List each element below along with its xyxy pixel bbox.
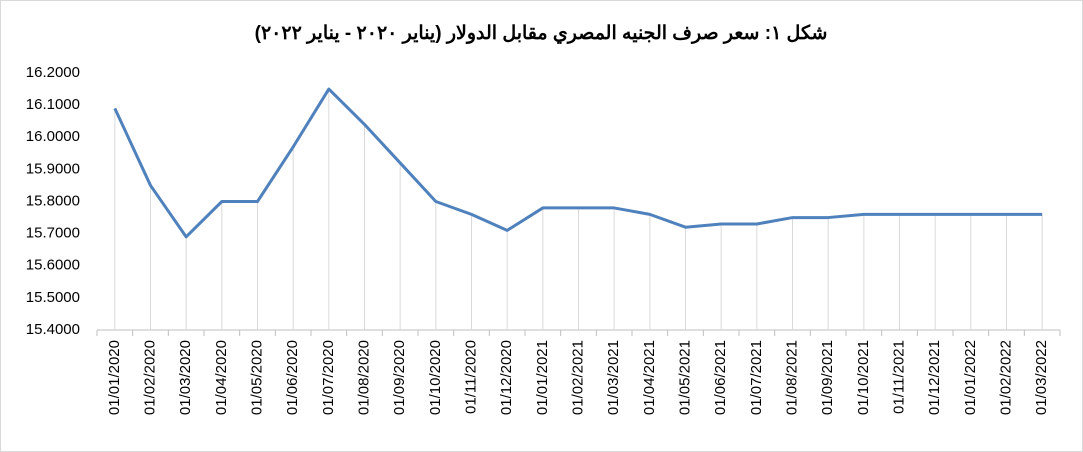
x-tick-label: 01/09/2020 [391,340,408,415]
x-tick-label: 01/01/2021 [534,340,551,415]
y-tick-label: 15.7000 [26,225,80,242]
y-tick-label: 15.5000 [26,289,80,306]
x-tick-label: 01/03/2021 [605,340,622,415]
x-tick-label: 01/05/2020 [248,340,265,415]
x-tick-label: 01/02/2022 [997,340,1014,415]
x-tick-label: 01/10/2021 [855,340,872,415]
x-tick-label: 01/12/2021 [926,340,943,415]
x-tick-label: 01/11/2020 [462,340,479,414]
x-tick-label: 01/07/2020 [320,340,337,415]
x-tick-label: 01/03/2022 [1033,340,1050,415]
x-tick-label: 01/06/2020 [284,340,301,415]
x-tick-label: 01/02/2021 [569,340,586,415]
x-tick-label: 01/06/2021 [712,340,729,415]
x-tick-label: 01/12/2020 [498,340,515,415]
series-line [113,87,1043,239]
x-tick-label: 01/07/2021 [748,340,765,415]
x-tick-label: 01/01/2022 [962,340,979,415]
y-tick-label: 15.4000 [26,321,80,338]
y-tick-label: 15.6000 [26,257,80,274]
x-tick-label: 01/10/2020 [427,340,444,415]
x-tick-label: 01/05/2021 [676,340,693,415]
chart-title: شكل ١: سعر صرف الجنيه المصري مقابل الدول… [255,23,828,45]
x-tick-label: 01/03/2020 [177,340,194,415]
x-tick-label: 01/08/2021 [783,340,800,415]
x-tick-label: 01/08/2020 [355,340,372,415]
x-tick-label: 01/02/2020 [141,340,158,415]
x-tick-label: 01/04/2020 [213,340,230,415]
x-tick-label: 01/09/2021 [819,340,836,415]
x-tick-label: 01/11/2021 [890,340,907,414]
x-tick-label: 01/01/2020 [106,340,123,415]
y-tick-label: 15.8000 [26,192,80,209]
x-tick-label: 01/04/2021 [641,340,658,415]
y-tick-label: 16.0000 [26,128,80,145]
y-tick-label: 16.2000 [26,64,80,81]
y-tick-label: 16.1000 [26,96,80,113]
y-tick-label: 15.9000 [26,160,80,177]
